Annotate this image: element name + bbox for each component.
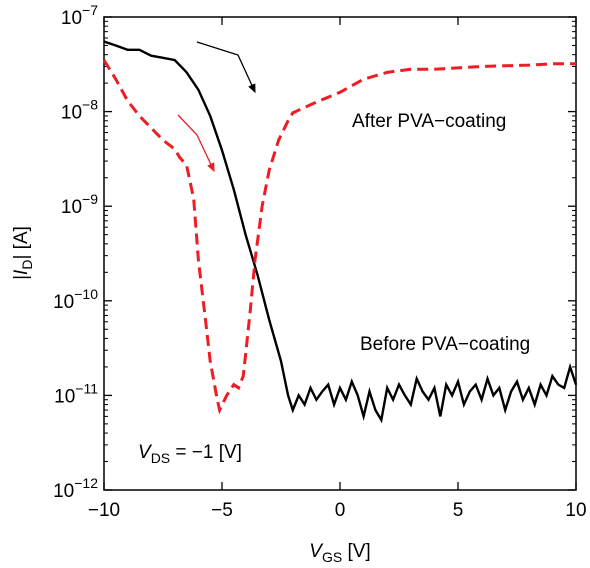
y-tick-label: 10−7 bbox=[61, 2, 98, 29]
y-tick-label: 10−11 bbox=[54, 380, 98, 407]
x-axis-label: VGS [V] bbox=[309, 541, 370, 565]
x-axis-label-part: [V] bbox=[342, 541, 371, 562]
x-tick-label: −10 bbox=[88, 500, 120, 521]
plot-frame bbox=[103, 16, 577, 491]
x-tick-label: 5 bbox=[453, 500, 464, 521]
sweep-arrow bbox=[177, 114, 215, 173]
series-label: After PVA−coating bbox=[352, 111, 506, 132]
annotation-part: = −1 [V] bbox=[170, 442, 242, 463]
y-axis-label-part: | bbox=[11, 275, 32, 280]
x-tick-label: −5 bbox=[211, 500, 233, 521]
x-axis-label-part: V bbox=[309, 541, 324, 562]
x-axis-label-part: GS bbox=[322, 549, 342, 565]
y-tick-label: 10−10 bbox=[53, 286, 98, 313]
x-tick-label: 0 bbox=[335, 500, 346, 521]
annotation-part: V bbox=[138, 442, 153, 463]
y-tick-label: 10−12 bbox=[53, 475, 98, 502]
y-axis-label-part: I bbox=[11, 269, 32, 275]
y-tick-label: 10−9 bbox=[61, 191, 98, 218]
y-axis-label: |ID| [A] bbox=[11, 226, 35, 280]
series-line bbox=[103, 40, 578, 424]
x-tick-label: 10 bbox=[565, 500, 586, 521]
series-label: Before PVA−coating bbox=[360, 334, 530, 355]
annotation: VDS = −1 [V] bbox=[138, 442, 242, 466]
series-line bbox=[102, 59, 576, 415]
y-axis-label-part: D bbox=[19, 260, 35, 270]
annotation-part: DS bbox=[151, 450, 170, 466]
sweep-arrow bbox=[196, 41, 256, 94]
y-tick-label: 10−8 bbox=[61, 97, 98, 124]
y-axis-label-part: | [A] bbox=[11, 226, 32, 259]
